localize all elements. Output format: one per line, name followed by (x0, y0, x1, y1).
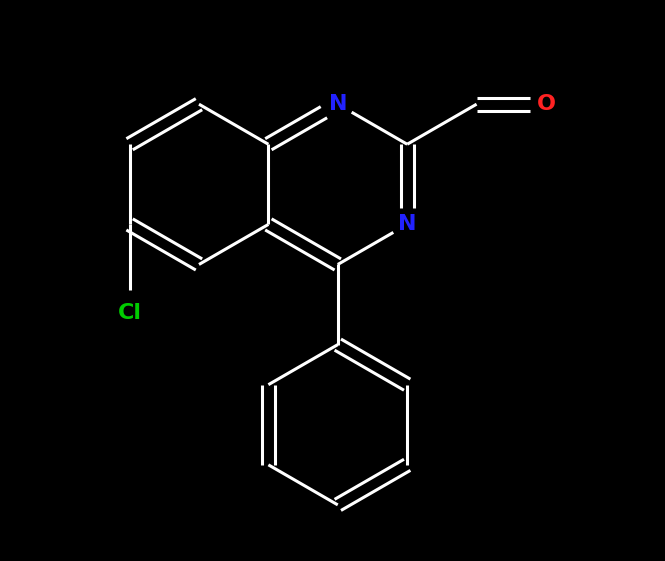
Text: O: O (537, 94, 555, 114)
Text: N: N (398, 214, 416, 234)
Text: Cl: Cl (118, 302, 142, 323)
Text: N: N (329, 94, 347, 114)
